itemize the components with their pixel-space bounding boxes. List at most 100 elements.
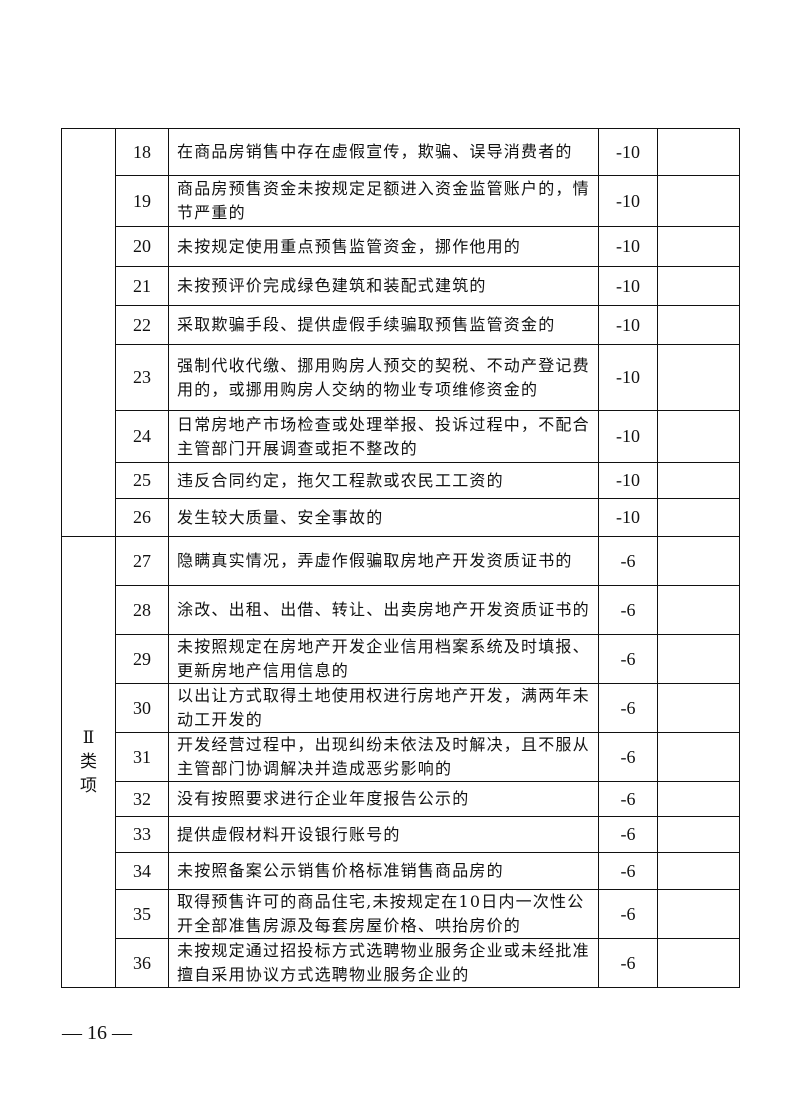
table-row: 19 商品房预售资金未按规定足额进入资金监管账户的，情节严重的 -10 [62,175,740,227]
item-description: 未按规定通过招投标方式选聘物业服务企业或未经批准擅自采用协议方式选聘物业服务企业… [168,938,599,988]
item-score: -6 [598,889,658,939]
item-score: -6 [598,852,658,890]
item-note [657,585,740,635]
item-score: -10 [598,128,658,176]
item-number: 22 [115,305,169,345]
item-description: 未按照备案公示销售价格标准销售商品房的 [168,852,599,890]
item-score: -10 [598,498,658,537]
item-note [657,852,740,890]
item-description: 未按照规定在房地产开发企业信用档案系统及时填报、更新房地产信用信息的 [168,634,599,684]
item-number: 18 [115,128,169,176]
item-number: 35 [115,889,169,939]
item-note [657,266,740,306]
table-row: 25 违反合同约定，拖欠工程款或农民工工资的 -10 [62,462,740,499]
table-row: 35 取得预售许可的商品住宅,未按规定在10日内一次性公开全部准售房源及每套房屋价… [62,889,740,939]
item-score: -6 [598,536,658,586]
item-number: 33 [115,816,169,853]
item-note [657,128,740,176]
penalty-table: 18 在商品房销售中存在虚假宣传，欺骗、误导消费者的 -10 19 商品房预售资金未按规… [61,128,740,988]
item-number: 36 [115,938,169,988]
item-number: 25 [115,462,169,499]
table-row: 33 提供虚假材料开设银行账号的 -6 [62,816,740,853]
item-note [657,634,740,684]
item-description: 在商品房销售中存在虚假宣传，欺骗、误导消费者的 [168,128,599,176]
table-row: 22 采取欺骗手段、提供虚假手续骗取预售监管资金的 -10 [62,305,740,345]
item-number: 26 [115,498,169,537]
table-row: 28 涂改、出租、出借、转让、出卖房地产开发资质证书的 -6 [62,585,740,635]
item-description: 未按预评价完成绿色建筑和装配式建筑的 [168,266,599,306]
item-number: 24 [115,410,169,463]
item-note [657,462,740,499]
item-score: -10 [598,305,658,345]
item-score: -6 [598,938,658,988]
item-number: 28 [115,585,169,635]
item-note [657,226,740,267]
item-score: -6 [598,781,658,817]
item-score: -10 [598,462,658,499]
item-description: 取得预售许可的商品住宅,未按规定在10日内一次性公开全部准售房源及每套房屋价格、… [168,889,599,939]
table-row: 26 发生较大质量、安全事故的 -10 [62,498,740,537]
item-score: -10 [598,175,658,227]
item-note [657,732,740,782]
item-score: -10 [598,344,658,411]
item-note [657,305,740,345]
item-number: 34 [115,852,169,890]
item-description: 没有按照要求进行企业年度报告公示的 [168,781,599,817]
item-score: -10 [598,226,658,267]
table-row: 29 未按照规定在房地产开发企业信用档案系统及时填报、更新房地产信用信息的 -6 [62,634,740,684]
item-note [657,683,740,733]
table-row: 24 日常房地产市场检查或处理举报、投诉过程中，不配合主管部门开展调查或拒不整改的… [62,410,740,463]
item-description: 强制代收代缴、挪用购房人预交的契税、不动产登记费用的，或挪用购房人交纳的物业专项… [168,344,599,411]
item-score: -6 [598,816,658,853]
category-label: Ⅱ类项 [80,728,97,796]
item-description: 以出让方式取得土地使用权进行房地产开发，满两年未动工开发的 [168,683,599,733]
item-note [657,498,740,537]
item-description: 日常房地产市场检查或处理举报、投诉过程中，不配合主管部门开展调查或拒不整改的 [168,410,599,463]
item-description: 提供虚假材料开设银行账号的 [168,816,599,853]
table-row: 32 没有按照要求进行企业年度报告公示的 -6 [62,781,740,817]
item-number: 29 [115,634,169,684]
item-description: 未按规定使用重点预售监管资金，挪作他用的 [168,226,599,267]
item-number: 32 [115,781,169,817]
table-row: 30 以出让方式取得土地使用权进行房地产开发，满两年未动工开发的 -6 [62,683,740,733]
item-score: -6 [598,634,658,684]
item-note [657,344,740,411]
item-number: 23 [115,344,169,411]
item-note [657,938,740,988]
item-number: 31 [115,732,169,782]
item-note [657,889,740,939]
item-description: 开发经营过程中，出现纠纷未依法及时解决，且不服从主管部门协调解决并造成恶劣影响的 [168,732,599,782]
category-cell: Ⅱ类项 [61,536,116,988]
item-note [657,816,740,853]
page-number: — 16 — [62,1022,132,1044]
item-number: 30 [115,683,169,733]
item-note [657,781,740,817]
item-note [657,536,740,586]
item-description: 发生较大质量、安全事故的 [168,498,599,537]
item-score: -10 [598,266,658,306]
item-description: 违反合同约定，拖欠工程款或农民工工资的 [168,462,599,499]
item-note [657,175,740,227]
item-number: 27 [115,536,169,586]
table-row: 34 未按照备案公示销售价格标准销售商品房的 -6 [62,852,740,890]
item-description: 商品房预售资金未按规定足额进入资金监管账户的，情节严重的 [168,175,599,227]
table-row: 21 未按预评价完成绿色建筑和装配式建筑的 -10 [62,266,740,306]
item-score: -6 [598,683,658,733]
item-score: -10 [598,410,658,463]
item-number: 20 [115,226,169,267]
item-score: -6 [598,585,658,635]
table-row: 31 开发经营过程中，出现纠纷未依法及时解决，且不服从主管部门协调解决并造成恶劣影… [62,732,740,782]
item-score: -6 [598,732,658,782]
table-row: 36 未按规定通过招投标方式选聘物业服务企业或未经批准擅自采用协议方式选聘物业服务… [62,938,740,988]
table-row: 20 未按规定使用重点预售监管资金，挪作他用的 -10 [62,226,740,267]
table-row: Ⅱ类项 27 隐瞒真实情况，弄虚作假骗取房地产开发资质证书的 -6 [61,536,740,988]
table-row: 18 在商品房销售中存在虚假宣传，欺骗、误导消费者的 -10 [61,128,740,537]
item-description: 涂改、出租、出借、转让、出卖房地产开发资质证书的 [168,585,599,635]
item-number: 21 [115,266,169,306]
category-cell [61,128,116,537]
item-number: 19 [115,175,169,227]
item-description: 隐瞒真实情况，弄虚作假骗取房地产开发资质证书的 [168,536,599,586]
item-note [657,410,740,463]
item-description: 采取欺骗手段、提供虚假手续骗取预售监管资金的 [168,305,599,345]
table-row: 23 强制代收代缴、挪用购房人预交的契税、不动产登记费用的，或挪用购房人交纳的物业… [62,344,740,411]
